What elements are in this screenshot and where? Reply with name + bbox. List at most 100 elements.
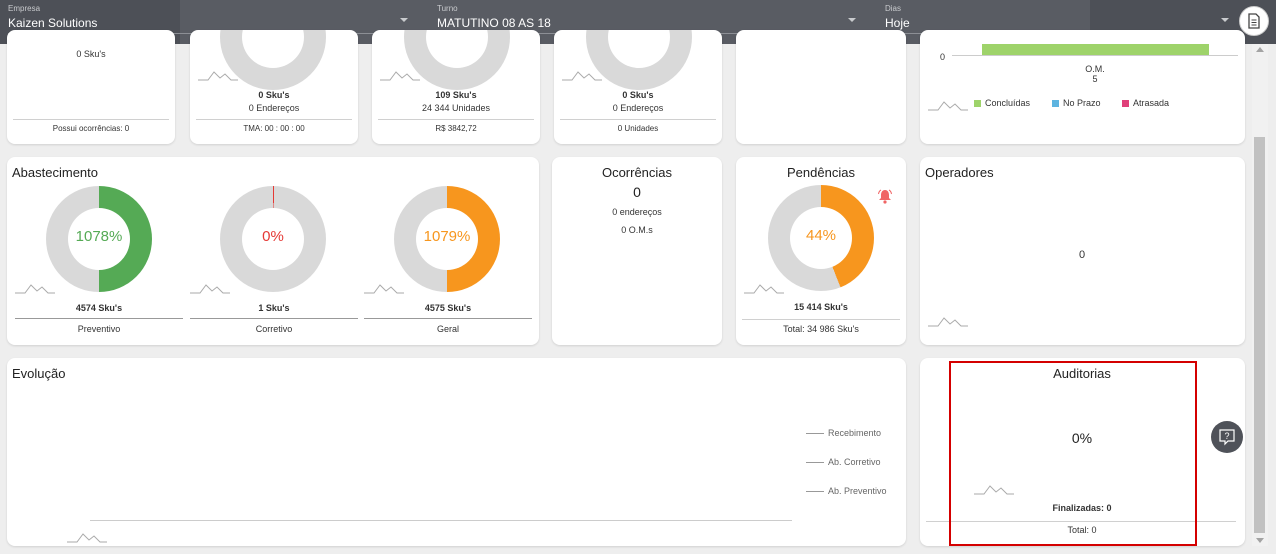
turno-value: MATUTINO 08 AS 18 (437, 16, 551, 30)
auditorias-title: Auditorias (1053, 366, 1111, 381)
card3-line2: 24 344 Unidades (421, 103, 491, 113)
divider (742, 319, 900, 320)
geral-percent: 1079% (423, 228, 471, 245)
legend-label: Concluídas (985, 98, 1031, 108)
card3-footer: R$ 3842,72 (435, 124, 477, 133)
om-x-label: O.M. (1085, 64, 1105, 74)
card1-skus: 0 Sku's (76, 49, 106, 59)
trend-icon[interactable] (67, 530, 107, 544)
help-icon: ? (1219, 429, 1235, 446)
card2-line2: 0 Endereços (248, 103, 300, 113)
legend-label: Ab. Preventivo (828, 486, 887, 496)
divider (378, 119, 534, 120)
svg-text:?: ? (1224, 431, 1229, 441)
divider (13, 119, 169, 120)
scroll-down-arrow-icon[interactable] (1256, 538, 1264, 543)
chevron-down-icon (1221, 18, 1229, 22)
preventivo-caption: Preventivo (77, 324, 121, 334)
card1-footer: Possui ocorrências: 0 (52, 124, 130, 133)
operadores-value: 0 (1079, 249, 1086, 261)
ocorrencias-count: 0 (633, 184, 641, 200)
card4-footer: 0 Unidades (617, 124, 659, 133)
om-x-value: 5 (1092, 74, 1098, 84)
corretivo-count: 1 Sku's (258, 303, 290, 313)
divider (560, 119, 716, 120)
evolucao-card: Evolução (7, 358, 906, 546)
trend-icon[interactable] (974, 482, 1014, 496)
legend-ab-corretivo[interactable]: Ab. Corretivo (806, 457, 881, 467)
empresa-value: Kaizen Solutions (8, 16, 98, 30)
abastecimento-card: Abastecimento 1078% 4574 Sku's Preventiv… (7, 157, 539, 345)
card4-line1: 0 Sku's (622, 90, 654, 100)
pendencias-donut[interactable]: 44% (768, 185, 874, 291)
summary-card-3: 109 Sku's 24 344 Unidades R$ 3842,72 (372, 30, 540, 144)
divider (364, 318, 532, 319)
chevron-down-icon (400, 18, 408, 22)
scrollbar-thumb[interactable] (1254, 137, 1265, 533)
auditorias-highlight-box (949, 361, 1197, 546)
auditorias-finalizadas: Finalizadas: 0 (1052, 503, 1112, 513)
legend-swatch (1052, 100, 1059, 108)
preventivo-count: 4574 Sku's (75, 303, 123, 313)
om-status-card: 0 O.M. 5 Concluídas No Prazo Atrasada (920, 30, 1245, 144)
om-legend-atrasada[interactable]: Atrasada (1122, 98, 1169, 108)
divider (15, 318, 183, 319)
turno-label: Turno (437, 4, 458, 13)
evolucao-title: Evolução (12, 366, 66, 381)
geral-count: 4575 Sku's (424, 303, 472, 313)
summary-card-4: 0 Sku's 0 Endereços 0 Unidades (554, 30, 722, 144)
operadores-card: Operadores 0 (920, 157, 1245, 345)
card4-line2: 0 Endereços (612, 103, 664, 113)
evolucao-axis (90, 520, 792, 521)
scroll-up-arrow-icon[interactable] (1256, 47, 1264, 52)
divider (926, 521, 1236, 522)
chevron-down-icon (848, 18, 856, 22)
auditorias-total: Total: 0 (1067, 525, 1097, 535)
bell-icon[interactable] (878, 189, 892, 204)
preventivo-donut[interactable]: 1078% (46, 186, 152, 292)
operadores-title: Operadores (925, 165, 994, 180)
trend-icon[interactable] (190, 281, 230, 295)
trend-icon[interactable] (928, 98, 968, 112)
card2-footer: TMA: 00 : 00 : 00 (243, 124, 305, 133)
legend-swatch (974, 100, 981, 108)
corretivo-donut[interactable]: 0% (220, 186, 326, 292)
empresa-label: Empresa (8, 4, 41, 13)
om-bar-concluidas (982, 44, 1209, 55)
pendencias-title: Pendências (787, 165, 855, 180)
legend-recebimento[interactable]: Recebimento (806, 428, 881, 438)
pendencias-percent: 44% (805, 227, 837, 244)
divider (196, 119, 352, 120)
card3-line1: 109 Sku's (435, 90, 477, 100)
trend-icon[interactable] (744, 281, 784, 295)
om-axis (952, 55, 1238, 56)
om-legend-no-prazo[interactable]: No Prazo (1052, 98, 1101, 108)
ocorrencias-card[interactable]: Ocorrências 0 0 endereços 0 O.M.s (552, 157, 722, 345)
legend-label: Ab. Corretivo (828, 457, 881, 467)
ocorrencias-enderecos: 0 endereços (612, 207, 662, 217)
trend-icon[interactable] (562, 68, 602, 82)
trend-icon[interactable] (928, 314, 968, 328)
document-icon (1248, 13, 1260, 29)
legend-label: No Prazo (1063, 98, 1101, 108)
trend-icon[interactable] (15, 281, 55, 295)
dias-value: Hoje (885, 16, 910, 30)
dias-label: Dias (885, 4, 902, 13)
divider (190, 318, 358, 319)
summary-card-5 (736, 30, 906, 144)
trend-icon[interactable] (380, 68, 420, 82)
om-legend-concluidas[interactable]: Concluídas (974, 98, 1030, 108)
preventivo-percent: 1078% (75, 228, 123, 245)
corretivo-percent: 0% (262, 228, 284, 245)
geral-donut[interactable]: 1079% (394, 186, 500, 292)
help-button[interactable]: ? (1211, 421, 1243, 453)
legend-ab-preventivo[interactable]: Ab. Preventivo (806, 486, 887, 496)
ocorrencias-oms: 0 O.M.s (621, 225, 653, 235)
report-button[interactable] (1239, 6, 1269, 36)
geral-caption: Geral (436, 324, 459, 334)
auditorias-percent: 0% (1071, 430, 1093, 446)
trend-icon[interactable] (198, 68, 238, 82)
trend-icon[interactable] (364, 281, 404, 295)
auditorias-card: Auditorias 0% Finalizadas: 0 Total: 0 (920, 358, 1245, 546)
legend-label: Recebimento (828, 428, 882, 438)
